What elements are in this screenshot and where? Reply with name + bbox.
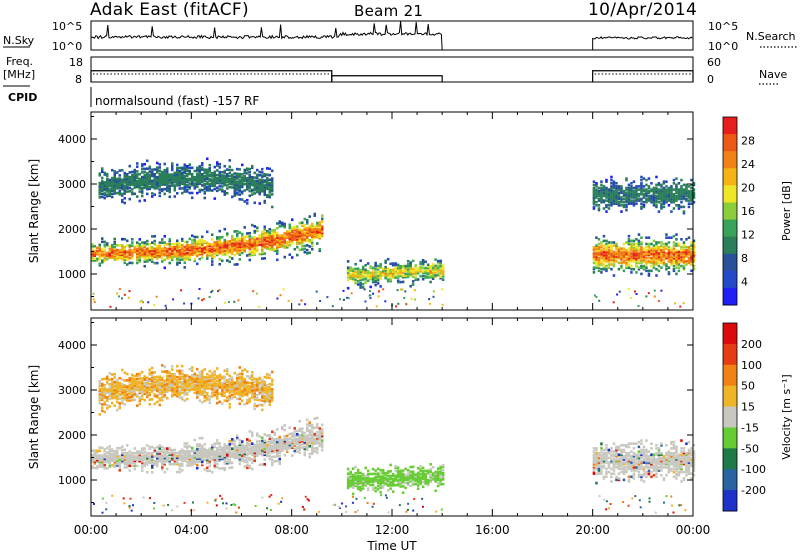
power-ytick-label-3000: 3000: [58, 178, 86, 191]
power-colorbar-tick-3: 16: [741, 205, 755, 218]
power-colorbar-tick-6: 4: [741, 276, 748, 289]
noise-trace: [90, 21, 443, 51]
velocity-colorbar-tick-6: -100: [741, 463, 766, 476]
velocity-colorbar-label: Velocity [m s⁻¹]: [780, 374, 793, 459]
velocity-colorbar-seg-5: [723, 427, 737, 449]
power-colorbar-tick-1: 24: [741, 158, 755, 171]
power-echo-region-2: [346, 257, 445, 290]
power-colorbar-tick-2: 20: [741, 182, 755, 195]
freq-label-line2: [MHz]: [3, 68, 35, 81]
velocity-ytick-label-2000: 2000: [58, 429, 86, 442]
power-colorbar-seg-4: [723, 185, 737, 203]
freq-step-2: [592, 70, 694, 82]
velocity-colorbar-frame: [722, 322, 738, 512]
power-colorbar-seg-5: [723, 202, 737, 221]
power-colorbar-seg-1: [723, 134, 737, 152]
power-ytick-label-1000: 1000: [58, 268, 86, 281]
power-ytick-label-4000: 4000: [58, 133, 86, 146]
nave-tick-low: 0: [707, 73, 714, 86]
freq-tick-high: 18: [69, 56, 83, 69]
velocity-near-range-scatter: [93, 494, 687, 514]
power-colorbar-frame: [722, 116, 738, 306]
velocity-colorbar-seg-3: [723, 385, 737, 408]
power-echo-region-4: [592, 175, 696, 215]
xtick-label-3: 12:00: [375, 523, 410, 537]
power-panel: 1000 2000 3000 4000 Slant Range [km] 28 24 20 16…: [27, 111, 793, 311]
noise-tick-left-high: 10^5: [52, 20, 82, 33]
velocity-colorbar-tick-4: -15: [741, 421, 759, 434]
power-colorbar-seg-6: [723, 219, 737, 238]
xtick-label-5: 20:00: [575, 523, 610, 537]
velocity-colorbar-tick-3: 15: [741, 401, 755, 414]
power-near-range-scatter: [92, 288, 685, 308]
velocity-echo-region-0: [98, 364, 274, 416]
noise-trace-late: [592, 35, 693, 50]
velocity-echo-region-3: [592, 439, 696, 485]
velocity-colorbar-tick-2: 50: [741, 380, 755, 393]
nave-label: Nave: [759, 68, 787, 81]
velocity-colorbar-seg-8: [723, 490, 737, 512]
power-colorbar-tick-4: 12: [741, 229, 755, 242]
power-colorbar-tick-5: 8: [741, 252, 748, 265]
power-colorbar-seg-10: [723, 287, 737, 306]
time-axis: 00:00 04:00 08:00 12:00 16:00 20:00 00:00 Time …: [74, 523, 711, 553]
freq-label-line1: Freq.: [6, 55, 33, 68]
velocity-colorbar-tick-5: -50: [741, 442, 759, 455]
power-colorbar-seg-3: [723, 168, 737, 186]
velocity-colorbar-seg-0: [723, 323, 737, 345]
velocity-ytick-label-3000: 3000: [58, 384, 86, 397]
station-title: Adak East (fitACF): [90, 0, 249, 20]
freq-frame: [90, 56, 694, 83]
xtick-label-6: 00:00: [676, 523, 711, 537]
cpid-text: normalsound (fast) -157 RF: [95, 94, 259, 108]
velocity-colorbar-seg-6: [723, 448, 737, 470]
velocity-colorbar-tick-7: -200: [741, 484, 766, 497]
status-panels: N.Sky 10^5 10^0 10^5 10^0 N.Search Freq.[MHz] C…: [3, 20, 797, 108]
velocity-ytick-label-1000: 1000: [58, 474, 86, 487]
velocity-panel: 1000 2000 3000 4000 Slant Range [km] 200 100 50…: [27, 317, 793, 517]
xtick-label-4: 16:00: [475, 523, 510, 537]
velocity-colorbar-seg-2: [723, 364, 737, 387]
noise-tick-left-low: 10^0: [52, 40, 82, 53]
nsky-label: N.Sky: [3, 34, 35, 47]
power-echo-region-3: [592, 233, 696, 277]
power-colorbar-seg-0: [723, 117, 737, 135]
power-ylabel: Slant Range [km]: [27, 159, 41, 263]
freq-step-1: [331, 75, 443, 82]
velocity-echo-region-2: [346, 463, 445, 496]
power-plot-area: [91, 112, 693, 310]
power-colorbar-tick-0: 28: [741, 135, 755, 148]
velocity-colorbar-seg-1: [723, 343, 737, 366]
xtick-label-2: 08:00: [274, 523, 309, 537]
xtick-label-1: 04:00: [174, 523, 209, 537]
velocity-colorbar-tick-1: 100: [741, 359, 762, 372]
power-ytick-label-2000: 2000: [58, 223, 86, 236]
power-colorbar-seg-7: [723, 236, 737, 255]
velocity-colorbar-seg-7: [723, 469, 737, 491]
velocity-ylabel: Slant Range [km]: [27, 365, 41, 469]
noise-frame: [90, 20, 694, 51]
xaxis-label: Time UT: [366, 539, 417, 553]
power-colorbar-seg-2: [723, 151, 737, 169]
noise-tick-right-low: 10^0: [708, 40, 738, 53]
nave-tick-high: 60: [707, 56, 721, 69]
xtick-label-0: 00:00: [74, 523, 109, 537]
power-colorbar-seg-8: [723, 253, 737, 272]
velocity-colorbar-seg-4: [723, 406, 737, 428]
power-echo-region-1: [91, 212, 324, 270]
date-title: 10/Apr/2014: [588, 0, 698, 20]
velocity-echo-region-1: [91, 416, 324, 474]
freq-step-0: [90, 70, 333, 82]
power-colorbar-label: Power [dB]: [780, 181, 793, 241]
beam-title: Beam 21: [354, 2, 424, 20]
nsearch-label: N.Search: [746, 30, 796, 43]
power-echo-region-0: [98, 157, 274, 209]
power-colorbar-seg-9: [723, 270, 737, 289]
freq-tick-low: 8: [75, 73, 82, 86]
noise-tick-right-high: 10^5: [708, 20, 738, 33]
cpid-label: CPID: [8, 91, 37, 104]
velocity-colorbar-tick-0: 200: [741, 338, 762, 351]
velocity-ytick-label-4000: 4000: [58, 339, 86, 352]
